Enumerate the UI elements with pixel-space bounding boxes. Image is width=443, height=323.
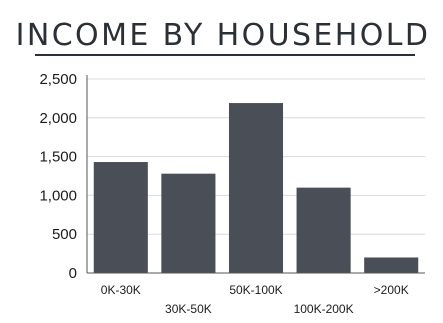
y-tick-label: 2,000 [39, 110, 77, 127]
bar-0k30k [93, 162, 148, 273]
bar-30k50k [161, 173, 216, 273]
y-tick-label: 500 [52, 226, 77, 243]
bar-50k100k [228, 103, 284, 273]
y-tick-label: 0 [69, 265, 77, 282]
x-tick-label: 50K-100K [229, 283, 282, 297]
bars [93, 103, 419, 273]
x-tick-label: 30K-50K [165, 302, 212, 316]
y-tick-label: 1,000 [39, 187, 77, 204]
x-tick-label: 0K-30K [101, 283, 141, 297]
bar-200k [364, 257, 419, 273]
x-tick-label: >200K [374, 283, 409, 297]
y-tick-label: 2,500 [39, 71, 77, 88]
y-tick-label: 1,500 [39, 149, 77, 166]
bar-100k200k [296, 187, 351, 273]
chart-title: INCOME BY HOUSEHOLD [16, 18, 431, 53]
x-axis-category-labels: 0K-30K 30K-50K 50K-100K 100K-200K >200K [101, 283, 409, 316]
x-tick-label: 100K-200K [294, 302, 354, 316]
y-axis-tick-labels: 0 500 1,000 1,500 2,000 2,500 [39, 71, 77, 282]
